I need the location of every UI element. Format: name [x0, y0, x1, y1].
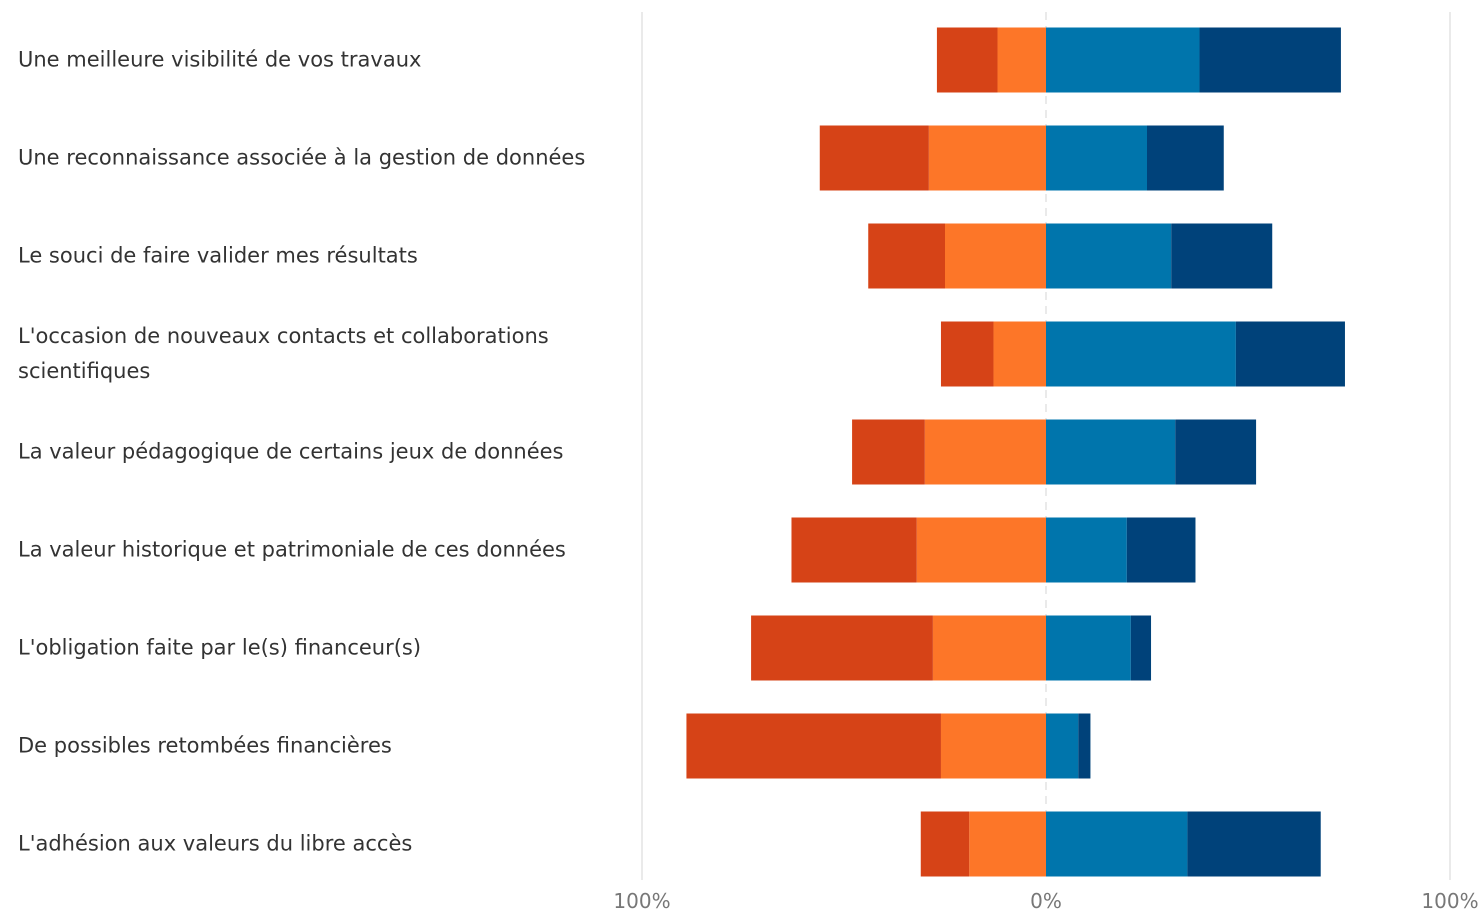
bar-segment	[1046, 27, 1200, 93]
bar-segment	[916, 517, 1046, 583]
bar-segment	[928, 125, 1046, 191]
category-label: La valeur historique et patrimoniale de …	[18, 537, 566, 562]
bar-segment	[1046, 615, 1131, 681]
category-label: L'obligation faite par le(s) financeur(s…	[18, 635, 422, 660]
bar-segment	[969, 811, 1046, 877]
category-label: L'occasion de nouveaux contacts et colla…	[18, 324, 549, 383]
bar-segment	[791, 517, 917, 583]
x-tick-label: 0%	[1030, 889, 1062, 913]
bar-segment	[936, 27, 998, 93]
bar-segment	[932, 615, 1046, 681]
bar-segment	[1171, 223, 1273, 289]
bar-segment	[940, 321, 994, 387]
bar-segment	[1046, 321, 1236, 387]
x-tick-label: 100%	[613, 889, 670, 913]
bar-segment	[852, 419, 925, 485]
bar-segment	[1046, 223, 1172, 289]
bar-segment	[1187, 811, 1321, 877]
bar-segment	[1078, 713, 1091, 779]
bar-segment	[993, 321, 1046, 387]
bar-segment	[1175, 419, 1257, 485]
bar-segment	[1199, 27, 1341, 93]
bar-segment	[1046, 419, 1176, 485]
bar-segment	[1126, 517, 1196, 583]
x-tick-label: 100%	[1421, 889, 1478, 913]
bar-segment	[1235, 321, 1345, 387]
bar-segment	[751, 615, 933, 681]
bar-segment	[819, 125, 929, 191]
bar-segment	[868, 223, 945, 289]
bar-segment	[945, 223, 1046, 289]
category-label: La valeur pédagogique de certains jeux d…	[18, 439, 564, 464]
bar-segment	[686, 713, 941, 779]
bar-segment	[1046, 125, 1147, 191]
bar-segment	[997, 27, 1046, 93]
category-label: Une reconnaissance associée à la gestion…	[18, 145, 586, 170]
category-label: Le souci de faire valider mes résultats	[18, 243, 418, 268]
bar-segment	[1130, 615, 1152, 681]
bar-segment	[1046, 713, 1079, 779]
bar-segment	[1147, 125, 1224, 191]
bar-segment	[1046, 517, 1127, 583]
category-label: Une meilleure visibilité de vos travaux	[18, 47, 422, 72]
category-label: L'adhésion aux valeurs du libre accès	[18, 831, 413, 856]
bar-segment	[1046, 811, 1188, 877]
bar-segment	[924, 419, 1046, 485]
category-label: De possibles retombées financières	[18, 733, 392, 758]
bar-segment	[920, 811, 970, 877]
bar-segment	[940, 713, 1046, 779]
